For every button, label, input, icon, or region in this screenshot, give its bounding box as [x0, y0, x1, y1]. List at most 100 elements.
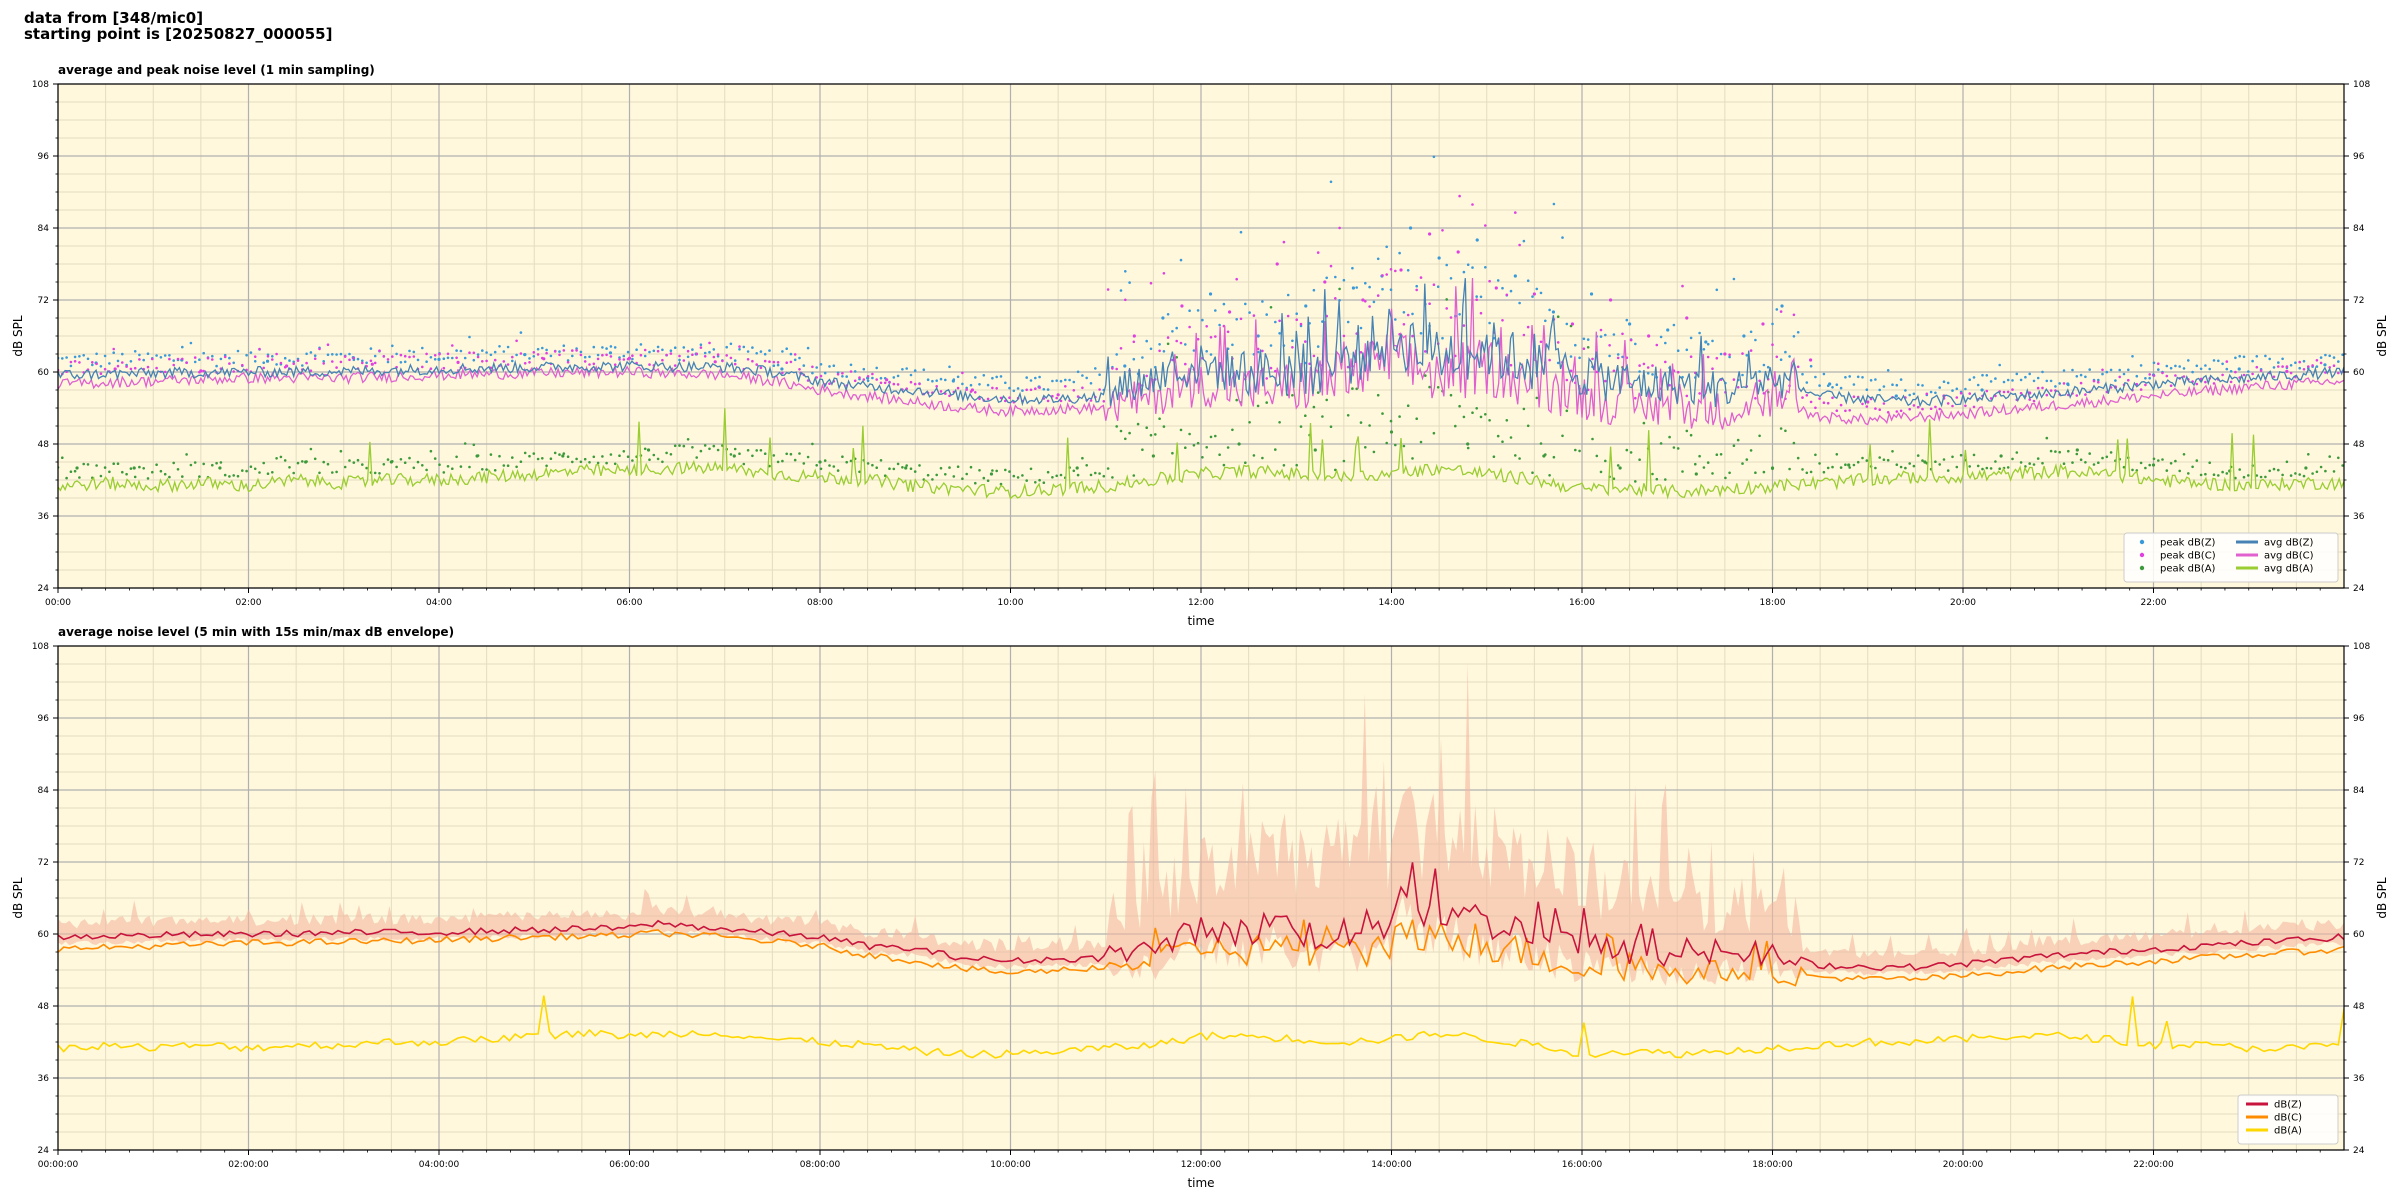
peak-point-apeak — [1313, 448, 1317, 452]
peak-point-zpeak — [1634, 342, 1637, 346]
peak-point-zpeak — [1929, 390, 1933, 394]
peak-point-apeak — [549, 457, 553, 461]
peak-point-apeak — [1411, 457, 1414, 460]
peak-point-apeak — [2204, 472, 2207, 476]
peak-point-apeak — [1496, 434, 1500, 438]
peak-point-zpeak — [1479, 295, 1483, 299]
peak-point-zpeak — [2144, 377, 2147, 380]
peak-point-cpeak — [1556, 341, 1560, 344]
peak-point-zpeak — [91, 363, 94, 367]
peak-point-zpeak — [755, 352, 758, 355]
peak-point-zpeak — [1158, 343, 1161, 346]
peak-point-zpeak — [849, 363, 853, 367]
peak-point-cpeak — [2139, 388, 2143, 391]
peak-point-cpeak — [2169, 384, 2173, 388]
peak-point-apeak — [1132, 474, 1136, 477]
peak-point-apeak — [1038, 478, 1041, 482]
peak-point-cpeak — [1484, 224, 1487, 227]
peak-point-apeak — [818, 460, 822, 464]
peak-point-cpeak — [1908, 407, 1911, 411]
peak-point-cpeak — [1494, 286, 1498, 290]
peak-point-zpeak — [99, 365, 103, 368]
peak-point-apeak — [1861, 456, 1864, 460]
peak-point-apeak — [1578, 449, 1581, 453]
peak-point-apeak — [1784, 429, 1787, 433]
peak-point-zpeak — [1145, 339, 1148, 343]
peak-point-zpeak — [1894, 394, 1898, 398]
peak-point-cpeak — [181, 357, 184, 361]
peak-point-cpeak — [1227, 310, 1232, 314]
peak-point-apeak — [1595, 454, 1599, 458]
peak-point-apeak — [82, 462, 85, 466]
peak-point-apeak — [301, 460, 304, 463]
peak-point-zpeak — [1389, 288, 1393, 292]
peak-point-cpeak — [1361, 298, 1365, 302]
legend-label: avg dB(A) — [2264, 564, 2314, 575]
peak-point-apeak — [2135, 469, 2139, 472]
peak-point-apeak — [558, 453, 561, 456]
peak-point-apeak — [455, 455, 458, 459]
peak-point-zpeak — [1994, 377, 1997, 380]
peak-point-apeak — [1274, 448, 1277, 451]
peak-point-cpeak — [2079, 381, 2083, 385]
peak-point-zpeak — [974, 376, 977, 379]
peak-point-zpeak — [1171, 330, 1174, 333]
peak-point-apeak — [228, 475, 231, 478]
peak-point-zpeak — [939, 377, 943, 381]
peak-point-apeak — [1256, 404, 1260, 408]
peak-point-apeak — [1706, 461, 1710, 464]
peak-point-cpeak — [1089, 399, 1093, 402]
peak-point-apeak — [1059, 473, 1063, 477]
peak-point-zpeak — [746, 350, 750, 353]
peak-point-apeak — [588, 461, 591, 464]
peak-point-zpeak — [1376, 257, 1380, 261]
peak-point-zpeak — [978, 383, 981, 386]
peak-point-zpeak — [433, 358, 437, 361]
peak-point-apeak — [2079, 458, 2083, 462]
peak-point-cpeak — [1509, 363, 1513, 367]
peak-point-zpeak — [271, 355, 274, 358]
y-tick-label-right: 36 — [2353, 1074, 2365, 1084]
peak-point-cpeak — [133, 366, 137, 370]
peak-point-apeak — [223, 473, 227, 477]
peak-point-cpeak — [1518, 243, 1521, 247]
peak-point-apeak — [1351, 387, 1354, 390]
peak-point-apeak — [288, 466, 291, 469]
peak-point-apeak — [566, 455, 570, 459]
peak-point-apeak — [253, 467, 257, 471]
peak-point-zpeak — [82, 354, 85, 357]
peak-point-apeak — [99, 474, 103, 478]
x-tick-label: 20:00:00 — [1943, 1160, 1984, 1170]
peak-point-cpeak — [1754, 397, 1757, 400]
peak-point-cpeak — [836, 373, 840, 376]
peak-point-zpeak — [1604, 333, 1607, 337]
peak-point-zpeak — [2105, 370, 2109, 374]
peak-point-zpeak — [2242, 355, 2246, 359]
peak-point-apeak — [1715, 453, 1719, 457]
peak-point-cpeak — [1972, 405, 1976, 409]
peak-point-cpeak — [2234, 370, 2237, 374]
peak-point-zpeak — [523, 353, 527, 357]
peak-point-zpeak — [159, 356, 163, 359]
peak-point-apeak — [1724, 476, 1727, 480]
peak-point-zpeak — [1599, 335, 1603, 338]
peak-point-apeak — [198, 475, 201, 478]
peak-point-zpeak — [1475, 295, 1478, 298]
peak-point-apeak — [442, 471, 446, 474]
peak-point-cpeak — [95, 362, 98, 366]
peak-point-apeak — [956, 465, 960, 469]
peak-point-zpeak — [1942, 380, 1946, 384]
peak-point-apeak — [1218, 453, 1221, 457]
peak-point-zpeak — [1741, 373, 1744, 377]
peak-point-zpeak — [2187, 359, 2190, 362]
peak-point-apeak — [1046, 470, 1050, 474]
peak-point-zpeak — [193, 360, 197, 364]
peak-point-zpeak — [463, 356, 467, 360]
peak-point-zpeak — [1912, 392, 1916, 396]
legend-label: peak dB(C) — [2160, 551, 2216, 562]
peak-point-cpeak — [1655, 343, 1659, 347]
peak-point-zpeak — [1076, 370, 1080, 374]
x-tick-label: 06:00 — [617, 598, 643, 608]
peak-point-zpeak — [558, 350, 561, 353]
peak-point-apeak — [1518, 457, 1521, 460]
